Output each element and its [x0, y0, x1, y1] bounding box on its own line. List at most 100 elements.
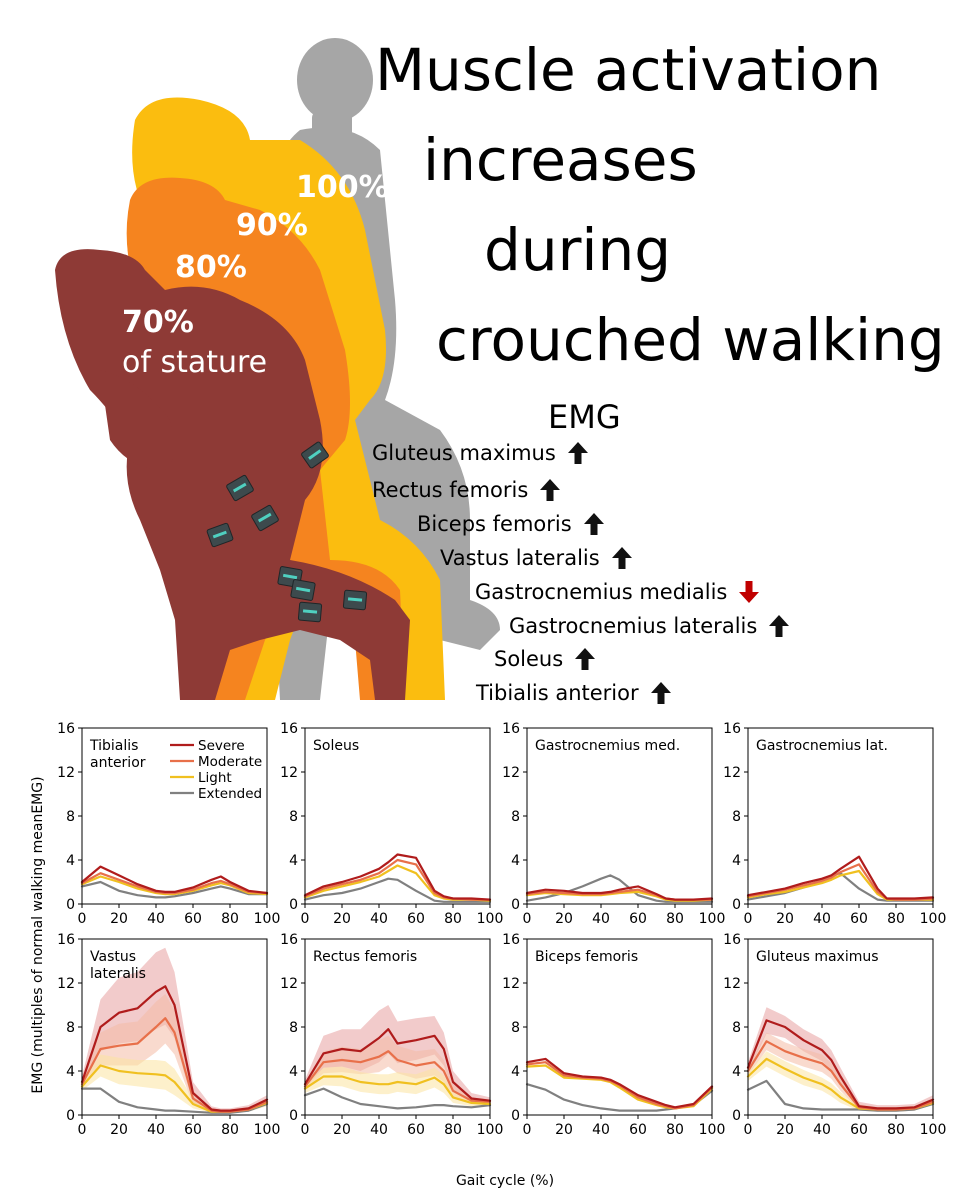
sensor-icon	[342, 589, 368, 611]
series-line-severe	[525, 885, 714, 901]
band-moderate	[82, 994, 267, 1113]
arrow-up-icon	[575, 648, 596, 670]
muscle-label: Gastrocnemius lateralis	[509, 614, 758, 638]
muscle-row-tibialis-anterior: Tibialis anterior	[476, 680, 673, 706]
y-tick-label: 12	[280, 765, 298, 781]
y-tick-label: 0	[732, 1108, 741, 1124]
plot-frame	[304, 727, 491, 905]
x-tick-label: 40	[592, 1122, 610, 1138]
series-line-severe	[80, 985, 269, 1112]
x-tick-label: 60	[850, 1122, 868, 1138]
band-moderate	[748, 1032, 933, 1112]
x-tick-label: 0	[744, 911, 753, 927]
x-tick-label: 100	[477, 911, 504, 927]
x-tick-label: 100	[699, 911, 726, 927]
y-tick-label: 0	[732, 897, 741, 913]
sensor-icon	[301, 441, 329, 469]
band-moderate	[305, 1035, 490, 1104]
series-line-light	[303, 1075, 492, 1106]
x-tick-label: 80	[221, 911, 239, 927]
x-tick-label: 40	[592, 911, 610, 927]
sensor-icon	[226, 474, 254, 502]
series-line-severe	[303, 853, 492, 901]
series-line-extended	[80, 1087, 269, 1114]
x-tick-label: 40	[813, 1122, 831, 1138]
x-tick-label: 0	[744, 1122, 753, 1138]
x-tick-label: 100	[477, 1122, 504, 1138]
x-tick-label: 80	[887, 1122, 905, 1138]
y-tick-label: 16	[57, 932, 75, 948]
stature-label-70: 70%	[122, 305, 194, 340]
y-tick-label: 8	[732, 809, 741, 825]
series-line-severe	[80, 865, 269, 895]
legend-label: Light	[198, 770, 232, 786]
panel-title: Vastus	[90, 949, 136, 965]
arrow-up-icon	[567, 442, 588, 464]
panel-title: Gastrocnemius lat.	[756, 738, 888, 754]
y-tick-label: 12	[280, 976, 298, 992]
x-tick-label: 60	[629, 1122, 647, 1138]
y-tick-label: 8	[511, 809, 520, 825]
panel-title: Soleus	[313, 738, 359, 754]
arrow-up-icon	[769, 615, 790, 637]
legend-label: Moderate	[198, 754, 262, 770]
x-axis-label: Gait cycle (%)	[456, 1173, 554, 1189]
y-tick-label: 4	[289, 1064, 298, 1080]
y-tick-label: 4	[732, 1064, 741, 1080]
series-line-extended	[746, 872, 935, 902]
band-light	[748, 1051, 933, 1112]
stature-label-90: 90%	[236, 208, 308, 243]
series-line-light	[525, 1064, 714, 1110]
series-line-severe	[746, 1019, 935, 1110]
sensor-icon	[206, 522, 234, 548]
muscle-row-gastrocnemius-lateralis: Gastrocnemius lateralis	[509, 613, 791, 639]
x-tick-label: 0	[78, 1122, 87, 1138]
sensor-icon	[251, 504, 279, 532]
series-line-extended	[303, 877, 492, 903]
x-tick-label: 20	[333, 1122, 351, 1138]
x-tick-label: 80	[666, 1122, 684, 1138]
y-tick-label: 4	[732, 853, 741, 869]
x-tick-label: 0	[523, 1122, 532, 1138]
muscle-row-gluteus-maximus: Gluteus maximus	[372, 440, 590, 466]
y-tick-label: 16	[280, 932, 298, 948]
stature-sublabel: of stature	[122, 345, 268, 380]
title-line-4: crouched walking	[436, 306, 945, 374]
x-tick-label: 100	[699, 1122, 726, 1138]
sensor-icon	[297, 601, 323, 623]
x-tick-label: 20	[110, 1122, 128, 1138]
x-tick-label: 100	[920, 911, 947, 927]
title-line-3: during	[484, 216, 672, 284]
y-tick-label: 8	[289, 809, 298, 825]
x-tick-label: 100	[254, 911, 281, 927]
y-tick-label: 8	[732, 1020, 741, 1036]
series-line-severe	[303, 1028, 492, 1102]
y-tick-label: 16	[502, 932, 520, 948]
x-tick-label: 0	[301, 1122, 310, 1138]
panel-title: Biceps femoris	[535, 949, 638, 965]
y-tick-label: 0	[289, 1108, 298, 1124]
panel-title: Gluteus maximus	[756, 949, 879, 965]
plot-frame	[526, 727, 713, 905]
y-tick-label: 12	[723, 765, 741, 781]
silhouette-70-percent	[55, 249, 410, 700]
x-tick-label: 60	[850, 911, 868, 927]
y-tick-label: 4	[511, 853, 520, 869]
y-tick-label: 8	[511, 1020, 520, 1036]
panel-title: Tibialis	[89, 738, 138, 754]
muscle-label: Gluteus maximus	[372, 441, 556, 465]
muscle-label: Biceps femoris	[417, 512, 572, 536]
arrow-up-icon	[540, 479, 561, 501]
y-tick-label: 16	[280, 721, 298, 737]
muscle-row-biceps-femoris: Biceps femoris	[417, 511, 606, 537]
series-line-extended	[80, 880, 269, 899]
y-tick-label: 16	[723, 721, 741, 737]
muscle-label: Tibialis anterior	[476, 681, 639, 705]
x-tick-label: 40	[147, 911, 165, 927]
plot-frame	[747, 727, 934, 905]
y-tick-label: 12	[723, 976, 741, 992]
muscle-row-vastus-lateralis: Vastus lateralis	[440, 545, 634, 571]
chart-panel: 0 4 8 12 16 0 20 40 60 80 100 Gluteus maximus	[723, 932, 946, 1138]
